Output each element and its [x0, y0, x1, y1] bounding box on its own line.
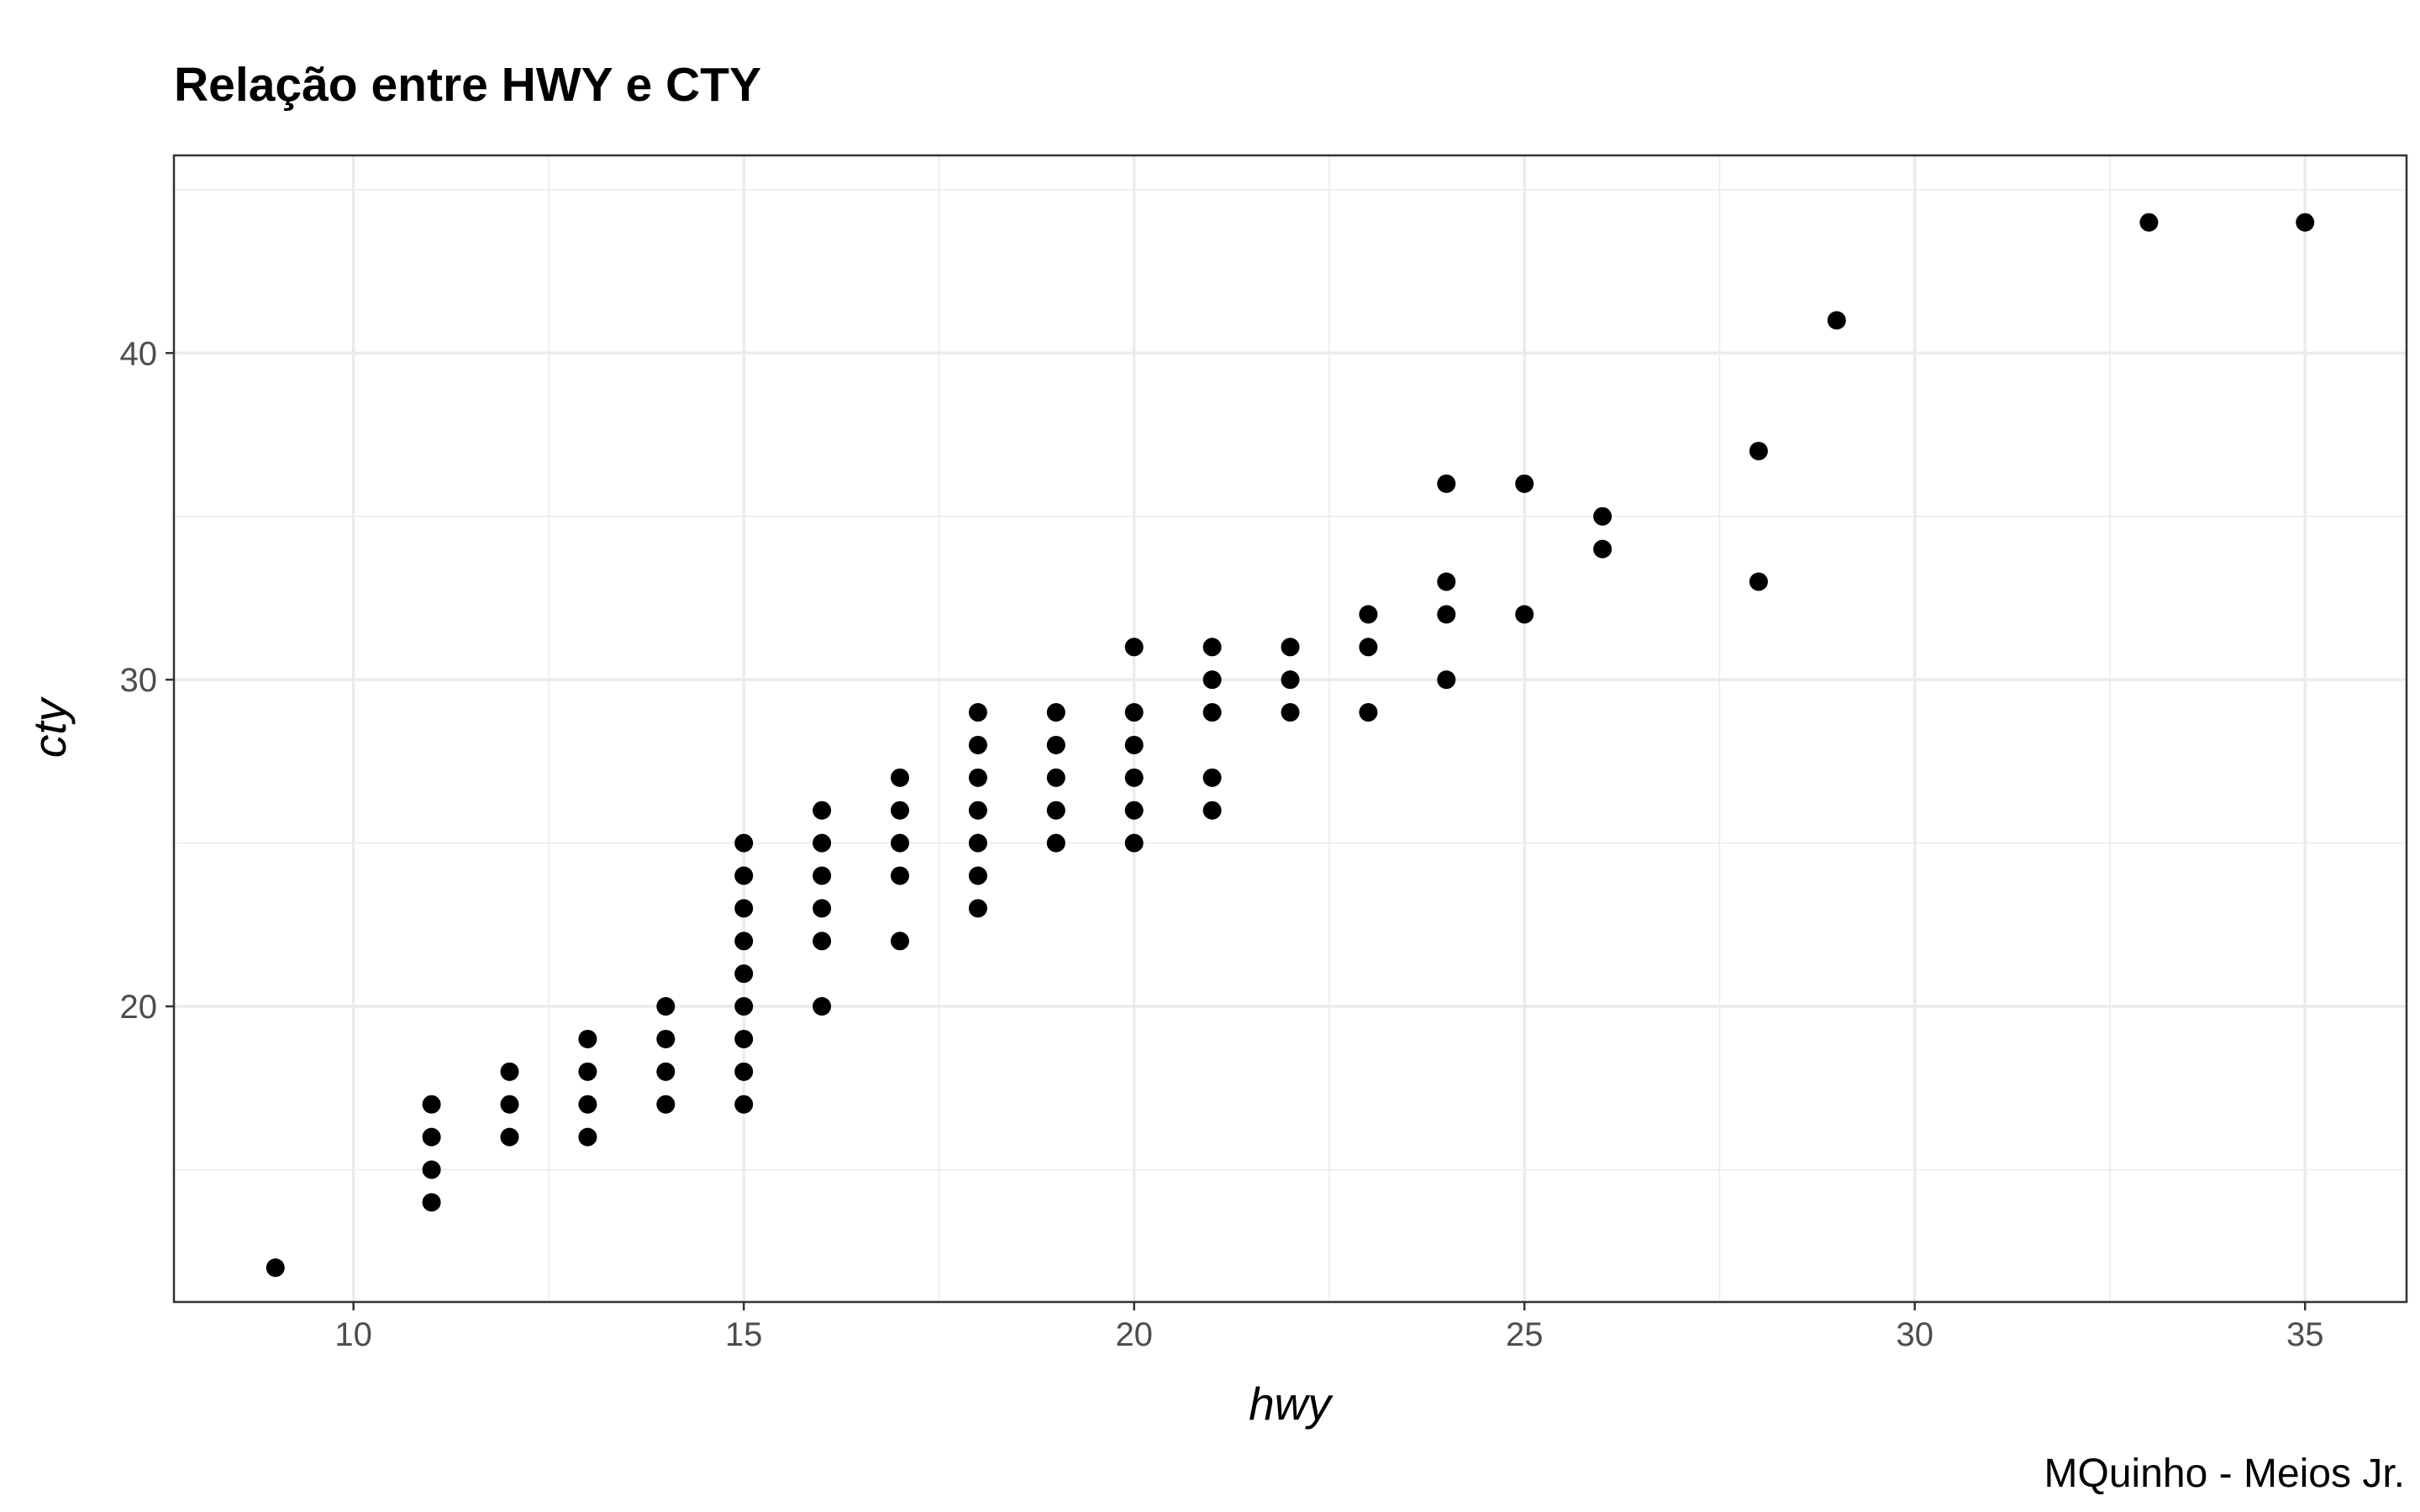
y-tick-label: 40	[120, 335, 158, 372]
x-tick-label: 10	[334, 1316, 372, 1353]
data-point	[1046, 703, 1065, 722]
data-point	[1124, 703, 1144, 722]
data-point	[1281, 670, 1300, 690]
data-point	[968, 833, 987, 853]
data-point	[1046, 833, 1065, 853]
data-point	[734, 866, 754, 885]
y-axis: 20 30 40	[120, 335, 174, 1026]
data-point	[422, 1193, 441, 1212]
data-point	[734, 899, 754, 918]
x-axis: 10 15 20 25 30 35	[334, 1302, 2323, 1353]
data-point	[890, 768, 909, 787]
data-point	[734, 833, 754, 853]
data-point	[813, 899, 832, 918]
data-point	[968, 768, 987, 787]
data-point	[656, 1029, 676, 1048]
data-point	[1046, 768, 1065, 787]
data-point	[734, 1029, 754, 1048]
data-point	[734, 932, 754, 951]
data-point	[500, 1127, 519, 1147]
chart-title: Relação entre HWY e CTY	[174, 58, 761, 112]
data-point	[734, 997, 754, 1016]
data-point	[500, 1062, 519, 1081]
data-point	[500, 1095, 519, 1114]
data-point	[2139, 213, 2159, 232]
data-point	[1202, 768, 1222, 787]
data-points	[266, 213, 2315, 1278]
data-point	[968, 899, 987, 918]
data-point	[578, 1029, 597, 1048]
data-point	[968, 703, 987, 722]
data-point	[656, 997, 676, 1016]
data-point	[813, 997, 832, 1016]
data-point	[266, 1258, 285, 1278]
data-point	[422, 1095, 441, 1114]
data-point	[1124, 638, 1144, 657]
data-point	[1437, 572, 1456, 591]
data-point	[1749, 572, 1768, 591]
y-tick-label: 20	[120, 989, 158, 1026]
data-point	[1515, 605, 1534, 624]
data-point	[734, 1095, 754, 1114]
data-point	[1124, 768, 1144, 787]
x-tick-label: 35	[2286, 1316, 2324, 1353]
data-point	[1202, 801, 1222, 820]
x-tick-label: 30	[1896, 1316, 1933, 1353]
y-axis-title: cty	[24, 696, 76, 758]
data-point	[578, 1127, 597, 1147]
data-point	[1827, 311, 1846, 330]
data-point	[1202, 670, 1222, 690]
data-point	[734, 1062, 754, 1081]
data-point	[890, 801, 909, 820]
data-point	[734, 964, 754, 984]
minor-gridlines	[174, 155, 2407, 1302]
data-point	[1437, 605, 1456, 624]
data-point	[1749, 441, 1768, 460]
data-point	[1359, 703, 1378, 722]
data-point	[1124, 833, 1144, 853]
data-point	[1359, 638, 1378, 657]
data-point	[1593, 507, 1612, 526]
x-tick-label: 20	[1115, 1316, 1153, 1353]
data-point	[813, 866, 832, 885]
chart-caption: MQuinho - Meios Jr.	[2044, 1452, 2405, 1496]
data-point	[1046, 801, 1065, 820]
data-point	[422, 1160, 441, 1179]
data-point	[968, 801, 987, 820]
plot-panel-border	[172, 154, 2408, 1304]
data-point	[1202, 703, 1222, 722]
data-point	[1515, 474, 1534, 493]
data-point	[656, 1062, 676, 1081]
data-point	[1202, 638, 1222, 657]
data-point	[968, 866, 987, 885]
data-point	[890, 866, 909, 885]
x-tick-label: 25	[1506, 1316, 1544, 1353]
data-point	[1281, 703, 1300, 722]
data-point	[1359, 605, 1378, 624]
data-point	[890, 932, 909, 951]
data-point	[1124, 801, 1144, 820]
data-point	[813, 833, 832, 853]
data-point	[1437, 474, 1456, 493]
data-point	[578, 1095, 597, 1114]
data-point	[813, 932, 832, 951]
data-point	[1593, 539, 1612, 559]
data-point	[813, 801, 832, 820]
data-point	[422, 1127, 441, 1147]
data-point	[1437, 670, 1456, 690]
x-tick-label: 15	[725, 1316, 763, 1353]
data-point	[968, 735, 987, 754]
y-tick-label: 30	[120, 662, 158, 699]
data-point	[1124, 735, 1144, 754]
data-point	[1281, 638, 1300, 657]
data-point	[890, 833, 909, 853]
data-point	[656, 1095, 676, 1114]
data-point	[578, 1062, 597, 1081]
x-axis-title: hwy	[1249, 1378, 1334, 1430]
data-point	[2296, 213, 2315, 232]
data-point	[1046, 735, 1065, 754]
